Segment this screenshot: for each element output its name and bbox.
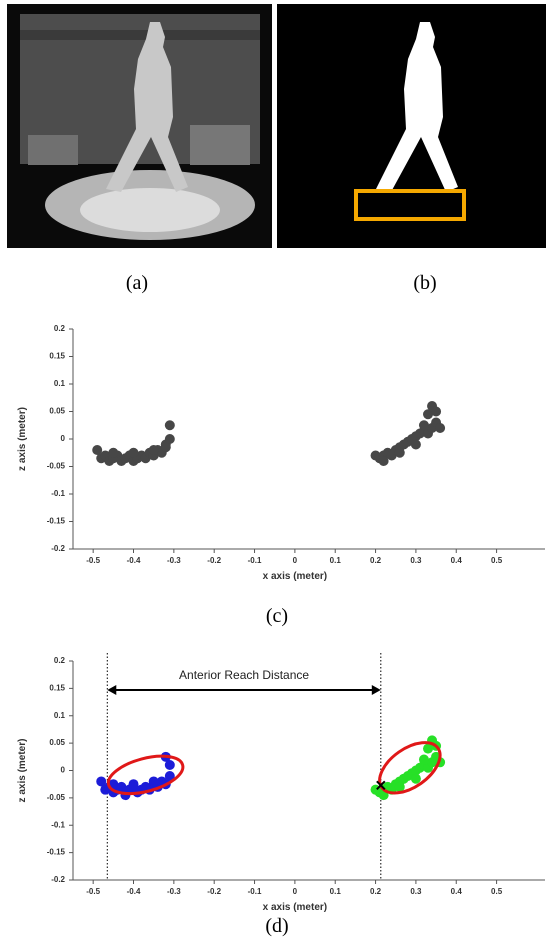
point [129,779,139,789]
x-tick-label: 0.4 [451,887,463,896]
point [165,420,175,430]
y-tick-label: 0.2 [54,324,66,333]
y-tick-label: 0.2 [54,656,66,665]
y-tick-label: -0.2 [51,875,65,884]
point [161,442,171,452]
point [129,448,139,458]
caption: (a) [126,272,148,294]
point [411,440,421,450]
point [411,774,421,784]
x-tick-label: 0.5 [491,887,503,896]
point [419,755,429,765]
y-tick-label: -0.05 [47,793,66,802]
x-tick-label: -0.2 [207,887,221,896]
x-tick-label: -0.5 [86,556,100,565]
figure: (a) (b) 0.2 0.15 0.1 0.05 0 -0.05 -0.1 -0.15 -0.… [0,0,549,940]
x-tick-label: -0.2 [207,556,221,565]
y-tick-label: 0 [61,766,66,775]
silhouette-image [277,4,546,248]
x-tick-label: -0.3 [167,556,181,565]
x-tick-label: 0.2 [370,556,382,565]
x-tick-label: -0.4 [127,556,141,565]
x-tick-label: -0.1 [248,556,262,565]
point [379,456,389,466]
x-axis-label: x axis (meter) [263,571,327,582]
x-tick-label: 0.2 [370,887,382,896]
x-tick-label: -0.3 [167,887,181,896]
caption: (c) [266,605,288,627]
depth-image [7,4,272,248]
x-tick-label: -0.1 [248,887,262,896]
y-axis-label: z axis (meter) [17,739,28,803]
y-tick-label: -0.15 [47,517,66,526]
y-tick-label: 0.05 [49,407,65,416]
point [149,445,159,455]
y-tick-label: 0.05 [49,738,65,747]
x-tick-label: 0.3 [410,556,422,565]
caption: (d) [265,915,288,937]
x-tick-label: 0.1 [330,556,342,565]
x-tick-label: 0.4 [451,556,463,565]
y-tick-label: -0.1 [51,820,65,829]
x-tick-label: 0 [293,887,298,896]
y-tick-label: -0.1 [51,489,65,498]
x-tick-label: 0.1 [330,887,342,896]
y-tick-label: 0.1 [54,379,66,388]
point [431,407,441,417]
y-tick-label: 0.15 [49,683,65,692]
caption: (b) [413,272,436,294]
point [419,420,429,430]
x-tick-label: -0.4 [127,887,141,896]
y-axis-label: z axis (meter) [17,407,28,471]
y-tick-label: -0.15 [47,848,66,857]
x-tick-label: 0.3 [410,887,422,896]
x-axis-label: x axis (meter) [263,902,327,913]
point [395,448,405,458]
y-tick-label: 0.15 [49,352,65,361]
x-tick-label: 0 [293,556,298,565]
y-tick-label: 0 [61,434,66,443]
y-tick-label: 0.1 [54,711,66,720]
point [108,448,118,458]
x-tick-label: 0.5 [491,556,503,565]
y-tick-label: -0.05 [47,462,66,471]
x-tick-label: -0.5 [86,887,100,896]
point [149,776,159,786]
y-tick-label: -0.2 [51,544,65,553]
annotation: Anterior Reach Distance [179,668,309,682]
point [435,423,445,433]
page: (a) (b) 0.2 0.15 0.1 0.05 0 -0.05 -0.1 -0.15 -0.… [0,0,549,940]
